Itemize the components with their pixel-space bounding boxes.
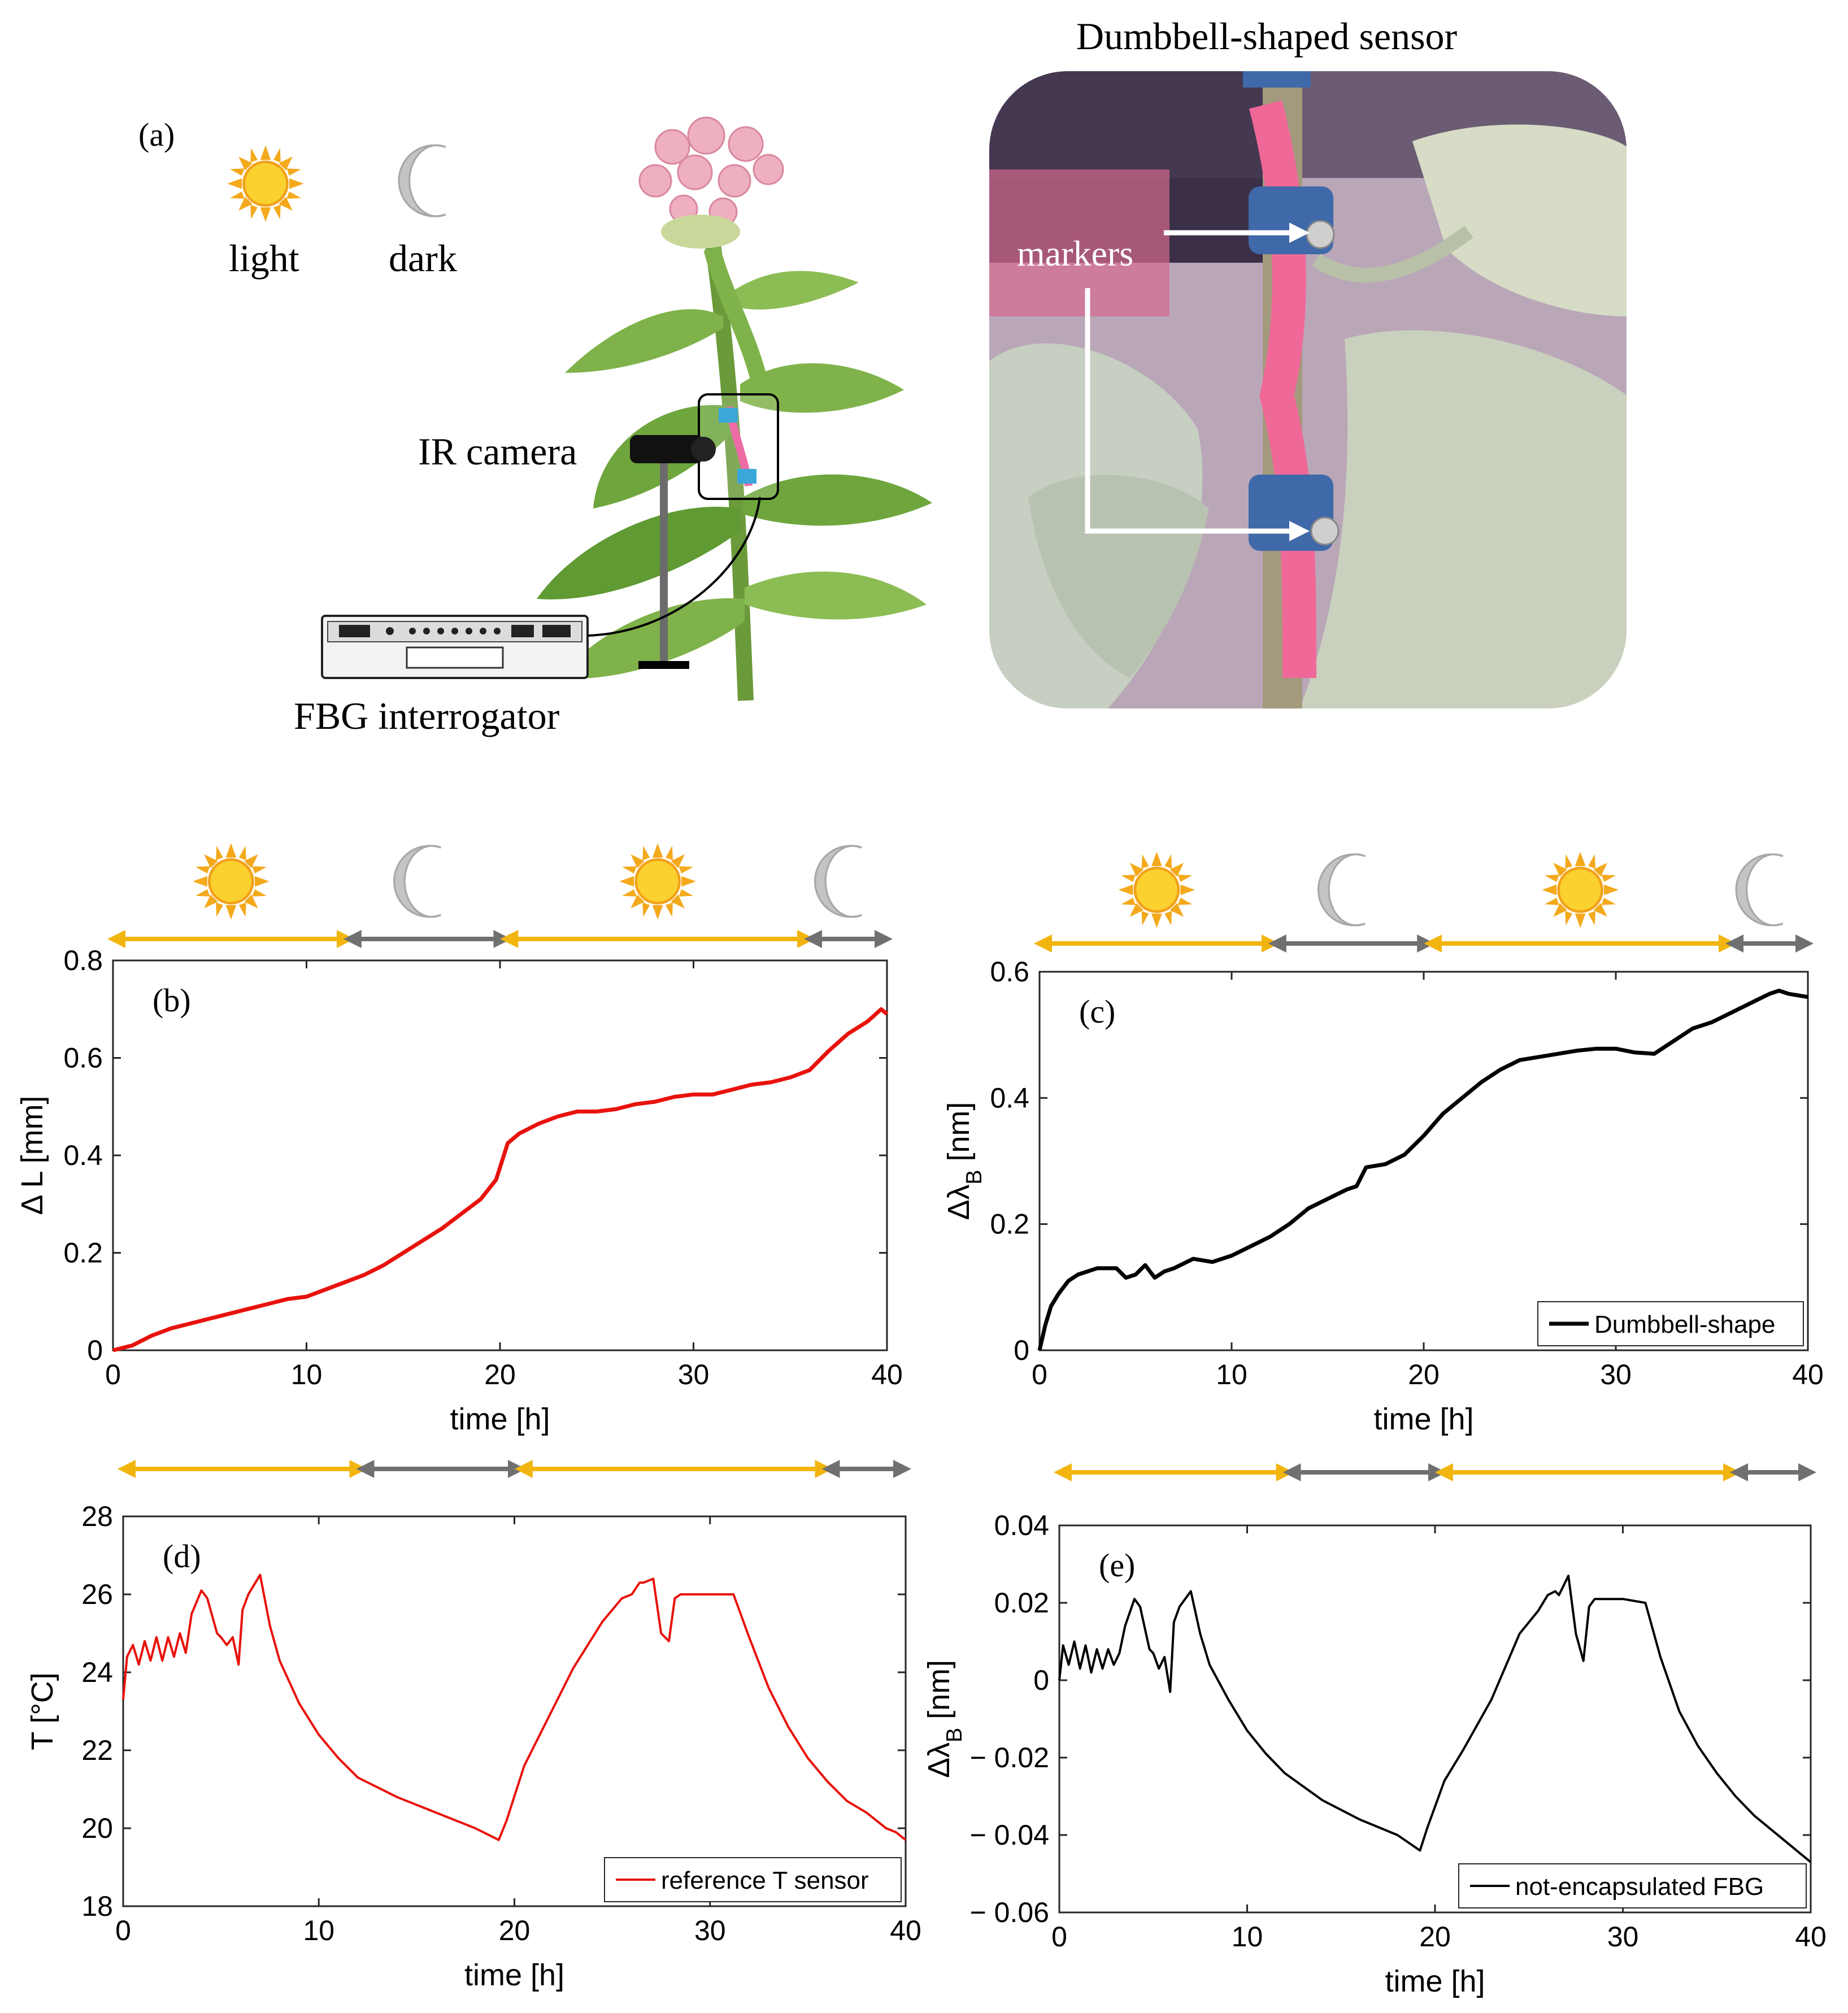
marker-mini-top <box>719 408 738 423</box>
moon-icon <box>393 845 442 918</box>
sun-icon <box>227 145 303 221</box>
dark-label: dark <box>389 237 457 280</box>
y-tick-label: 0.6 <box>990 956 1029 988</box>
panel-b-label: (b) <box>153 982 191 1019</box>
y-tick-label: 20 <box>81 1812 113 1844</box>
x-axis-label: time [h] <box>1373 1402 1473 1436</box>
marker-arrow-bottom <box>1085 288 1310 541</box>
chart-d: 0 10 20 30 40 18 20 22 24 26 28 time [h] T [°C] (d) re… <box>25 1460 921 1992</box>
photo-title: Dumbbell-shaped sensor <box>1076 15 1458 58</box>
y-tick-label: 0.02 <box>994 1587 1049 1619</box>
light-label: light <box>229 237 299 280</box>
y-tick-label: 0.2 <box>990 1208 1029 1240</box>
moon-icon <box>814 845 863 918</box>
y-tick-label: 0 <box>1014 1334 1029 1366</box>
x-tick-label: 20 <box>499 1915 531 1946</box>
legend-label: not-encapsulated FBG <box>1515 1873 1764 1901</box>
y-tick-label: 26 <box>81 1579 113 1610</box>
y-tick-label: 22 <box>81 1734 113 1766</box>
plot-area <box>122 1515 907 1907</box>
camera-label: IR camera <box>418 430 577 473</box>
sensor-photo <box>989 71 1627 709</box>
x-tick-label: 0 <box>1032 1359 1047 1390</box>
x-tick-label: 40 <box>1792 1359 1824 1390</box>
marker-mini-bottom <box>737 469 756 484</box>
legend-label: Dumbbell-shape <box>1594 1311 1775 1338</box>
x-tick-label: 30 <box>1607 1921 1639 1953</box>
panel-e-label: (e) <box>1099 1547 1135 1584</box>
plot-area <box>1058 1524 1812 1914</box>
sun-icon <box>1542 851 1618 928</box>
y-axis-label: Δ L [mm] <box>15 1095 49 1215</box>
x-axis-label: time [h] <box>464 1958 564 1992</box>
x-tick-label: 10 <box>1232 1921 1263 1953</box>
series-line-b <box>112 1007 889 1353</box>
x-tick-label: 20 <box>1408 1359 1440 1390</box>
series-line-c <box>1037 989 1808 1351</box>
x-tick-label: 10 <box>303 1915 334 1946</box>
ir-camera <box>630 435 716 669</box>
y-tick-label: − 0.06 <box>970 1897 1049 1928</box>
fbg-interrogator <box>321 615 589 679</box>
y-tick-label: 0.8 <box>63 945 103 976</box>
plant-illustration <box>537 116 932 701</box>
x-axis-label: time [h] <box>1385 1964 1485 1998</box>
y-tick-label: 0.4 <box>990 1082 1029 1114</box>
x-tick-label: 40 <box>871 1359 903 1390</box>
x-tick-label: 30 <box>678 1359 710 1390</box>
charts-layer: 0 10 20 30 40 0 0.2 0.4 0.6 0.8 time [h] Δ L [mm] (b… <box>15 843 1827 1998</box>
y-tick-label: 24 <box>81 1657 113 1688</box>
x-tick-label: 0 <box>1051 1921 1067 1953</box>
panel-a: (a) light dark <box>138 15 1628 737</box>
chart-c: 0 10 20 30 40 0 0.2 0.4 0.6 time [h] ΔλB [nm] (c) Du… <box>942 851 1824 1436</box>
legend-label: reference T sensor <box>661 1867 869 1894</box>
panel-d-label: (d) <box>163 1538 201 1575</box>
x-axis-label: time [h] <box>450 1402 550 1436</box>
x-tick-label: 30 <box>694 1915 726 1946</box>
x-tick-label: 40 <box>890 1915 921 1946</box>
y-tick-label: 0 <box>1033 1664 1049 1696</box>
y-tick-label: 0.04 <box>994 1510 1049 1541</box>
sun-icon <box>193 843 269 919</box>
x-tick-label: 20 <box>1419 1921 1451 1953</box>
x-tick-label: 30 <box>1600 1359 1632 1390</box>
sun-icon <box>619 843 695 919</box>
y-tick-label: 0 <box>87 1334 103 1366</box>
y-tick-label: 0.6 <box>63 1042 103 1074</box>
moon-icon <box>1317 853 1366 927</box>
plot-area <box>112 959 888 1351</box>
y-tick-label: − 0.04 <box>970 1819 1049 1851</box>
y-axis-label: T [°C] <box>25 1672 59 1750</box>
y-axis-label: ΔλB [nm] <box>942 1102 986 1220</box>
y-tick-label: − 0.02 <box>970 1742 1049 1773</box>
y-tick-label: 0.4 <box>63 1140 103 1171</box>
y-tick-label: 0.2 <box>63 1237 103 1269</box>
x-tick-label: 10 <box>1216 1359 1247 1390</box>
x-tick-label: 0 <box>115 1915 131 1946</box>
y-axis-label: ΔλB [nm] <box>922 1660 967 1778</box>
chart-e: 0 10 20 30 40 − 0.06 − 0.04 − 0.02 0 0.02 0.04 time… <box>922 1463 1827 1998</box>
moon-icon <box>1735 853 1784 927</box>
x-tick-label: 20 <box>484 1359 516 1390</box>
interrogator-label: FBG interrogator <box>294 694 560 737</box>
series-line-e <box>1058 1575 1812 1863</box>
x-tick-label: 40 <box>1795 1921 1827 1953</box>
fiber-cable <box>587 497 761 637</box>
markers-label: markers <box>1017 233 1133 273</box>
sun-icon <box>1119 851 1195 928</box>
chart-b: 0 10 20 30 40 0 0.2 0.4 0.6 0.8 time [h] Δ L [mm] (b… <box>15 843 903 1436</box>
series-line-d <box>122 1573 907 1841</box>
x-tick-label: 0 <box>105 1359 121 1390</box>
y-tick-label: 18 <box>81 1890 113 1922</box>
panel-a-label: (a) <box>138 116 175 153</box>
y-tick-label: 28 <box>81 1501 113 1532</box>
panel-c-label: (c) <box>1079 993 1115 1030</box>
moon-icon <box>398 144 447 218</box>
x-tick-label: 10 <box>291 1359 323 1390</box>
legend-box <box>1458 1863 1807 1908</box>
